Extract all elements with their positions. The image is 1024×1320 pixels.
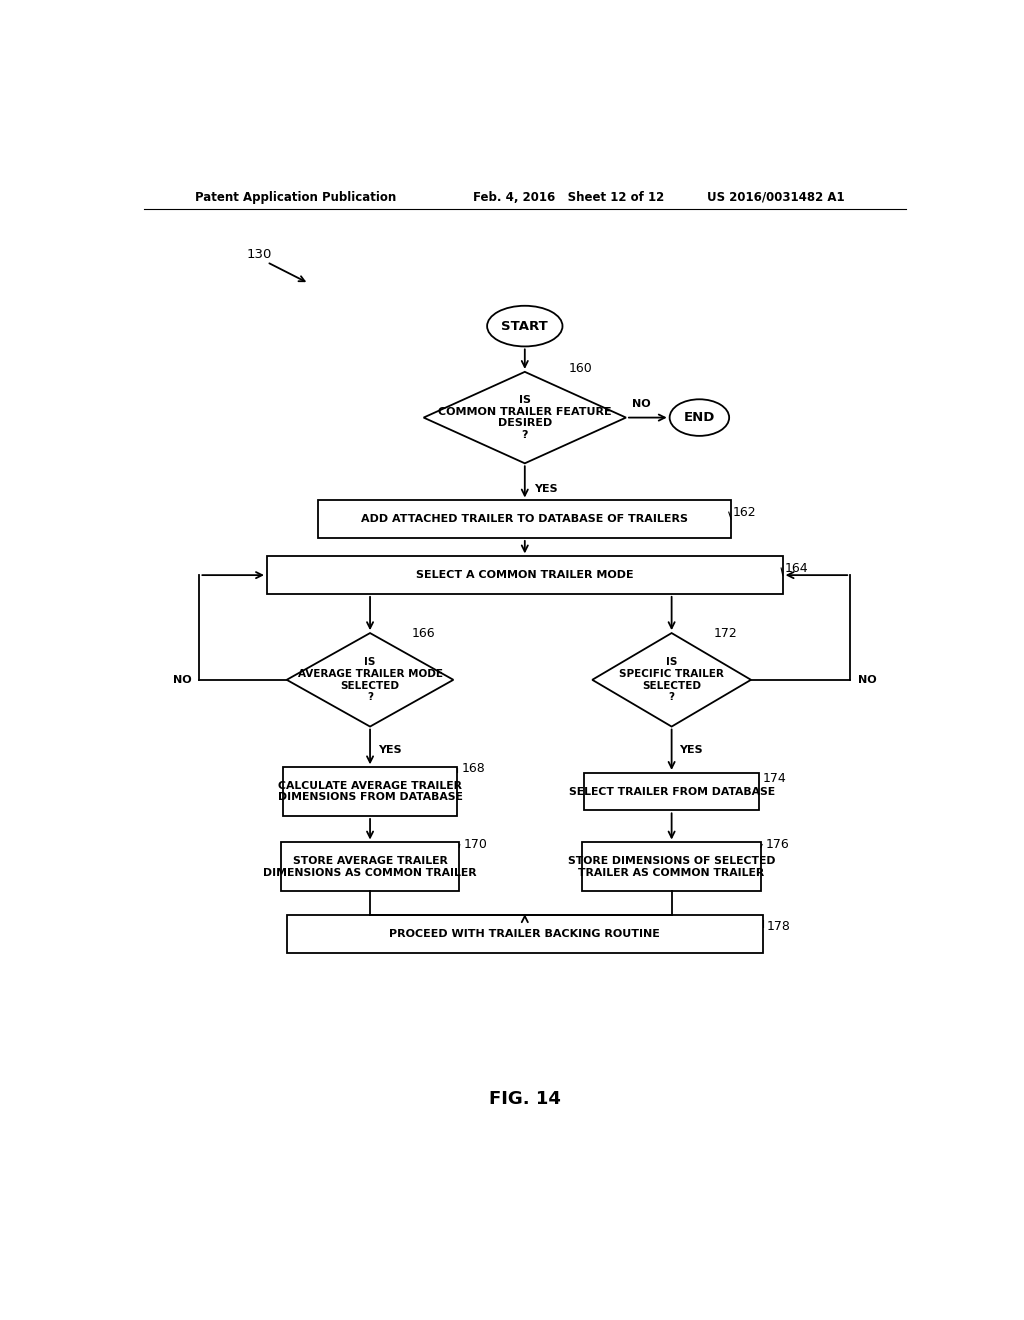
Text: CALCULATE AVERAGE TRAILER
DIMENSIONS FROM DATABASE: CALCULATE AVERAGE TRAILER DIMENSIONS FRO… <box>278 781 463 803</box>
Text: SELECT TRAILER FROM DATABASE: SELECT TRAILER FROM DATABASE <box>568 787 775 796</box>
Text: YES: YES <box>535 483 558 494</box>
Text: US 2016/0031482 A1: US 2016/0031482 A1 <box>708 190 845 203</box>
Text: PROCEED WITH TRAILER BACKING ROUTINE: PROCEED WITH TRAILER BACKING ROUTINE <box>389 929 660 939</box>
Text: START: START <box>502 319 548 333</box>
Text: Feb. 4, 2016   Sheet 12 of 12: Feb. 4, 2016 Sheet 12 of 12 <box>473 190 665 203</box>
Text: 170: 170 <box>464 838 487 851</box>
Text: 168: 168 <box>461 762 485 775</box>
Text: END: END <box>684 411 715 424</box>
Text: NO: NO <box>633 400 651 409</box>
Text: 162: 162 <box>733 506 757 519</box>
Text: IS
COMMON TRAILER FEATURE
DESIRED
?: IS COMMON TRAILER FEATURE DESIRED ? <box>438 395 611 440</box>
Text: ADD ATTACHED TRAILER TO DATABASE OF TRAILERS: ADD ATTACHED TRAILER TO DATABASE OF TRAI… <box>361 515 688 524</box>
Text: 166: 166 <box>412 627 436 640</box>
Text: STORE AVERAGE TRAILER
DIMENSIONS AS COMMON TRAILER: STORE AVERAGE TRAILER DIMENSIONS AS COMM… <box>263 857 477 878</box>
Text: 174: 174 <box>763 772 786 785</box>
Text: NO: NO <box>173 675 191 685</box>
Text: STORE DIMENSIONS OF SELECTED
TRAILER AS COMMON TRAILER: STORE DIMENSIONS OF SELECTED TRAILER AS … <box>568 857 775 878</box>
Text: NO: NO <box>858 675 877 685</box>
Text: 178: 178 <box>767 920 791 933</box>
Text: 176: 176 <box>766 838 790 851</box>
Text: IS
AVERAGE TRAILER MODE
SELECTED
?: IS AVERAGE TRAILER MODE SELECTED ? <box>298 657 442 702</box>
Text: 130: 130 <box>247 248 272 261</box>
Text: 164: 164 <box>785 561 809 574</box>
Text: YES: YES <box>680 744 703 755</box>
Text: SELECT A COMMON TRAILER MODE: SELECT A COMMON TRAILER MODE <box>416 570 634 579</box>
Text: FIG. 14: FIG. 14 <box>488 1089 561 1107</box>
Text: Patent Application Publication: Patent Application Publication <box>196 190 396 203</box>
Text: 172: 172 <box>714 627 737 640</box>
Text: 160: 160 <box>568 362 592 375</box>
Text: IS
SPECIFIC TRAILER
SELECTED
?: IS SPECIFIC TRAILER SELECTED ? <box>620 657 724 702</box>
Text: YES: YES <box>378 744 401 755</box>
